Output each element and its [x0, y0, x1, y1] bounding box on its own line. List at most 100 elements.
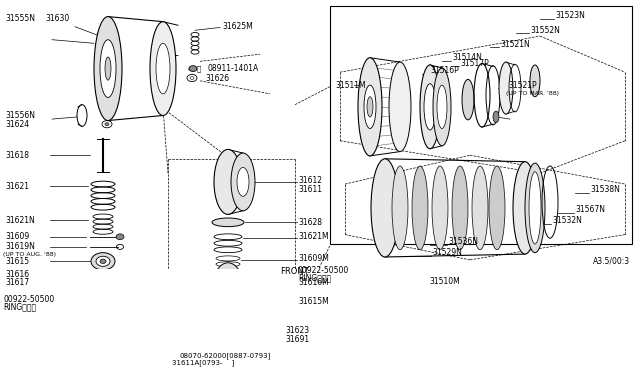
- Ellipse shape: [424, 84, 436, 130]
- Text: 31626: 31626: [205, 74, 229, 83]
- Ellipse shape: [371, 159, 399, 257]
- Text: 31624: 31624: [5, 120, 29, 129]
- Text: 31618: 31618: [5, 151, 29, 160]
- Ellipse shape: [105, 57, 111, 80]
- Text: 31625M: 31625M: [222, 22, 253, 31]
- Ellipse shape: [214, 263, 242, 303]
- Text: 31555N: 31555N: [5, 13, 35, 23]
- Ellipse shape: [150, 22, 176, 115]
- Text: 31609: 31609: [5, 232, 29, 241]
- Text: 31567N: 31567N: [575, 205, 605, 214]
- Text: 31611A[0793-    ]: 31611A[0793- ]: [172, 359, 234, 366]
- Text: 31521N: 31521N: [500, 40, 530, 49]
- Text: 31536N: 31536N: [448, 237, 478, 246]
- Ellipse shape: [489, 166, 505, 250]
- Ellipse shape: [212, 218, 244, 227]
- Ellipse shape: [432, 166, 448, 250]
- Ellipse shape: [437, 85, 447, 128]
- Text: (UP TO AUG. '88): (UP TO AUG. '88): [3, 251, 56, 257]
- Text: 31616M: 31616M: [298, 279, 329, 288]
- Text: 08070-62000[0887-0793]: 08070-62000[0887-0793]: [179, 352, 270, 359]
- Ellipse shape: [499, 62, 513, 114]
- Text: 00922-50500: 00922-50500: [3, 295, 54, 304]
- Ellipse shape: [105, 123, 109, 126]
- Text: 31516P: 31516P: [430, 66, 459, 75]
- Text: 31621N: 31621N: [5, 216, 35, 225]
- Text: 31623: 31623: [285, 326, 309, 335]
- Ellipse shape: [389, 62, 411, 151]
- Ellipse shape: [206, 296, 250, 368]
- Text: 31619N: 31619N: [5, 243, 35, 251]
- Text: 31517P: 31517P: [460, 59, 489, 68]
- Ellipse shape: [156, 43, 170, 94]
- Ellipse shape: [412, 166, 428, 250]
- Ellipse shape: [215, 285, 241, 319]
- Bar: [330, 6, 632, 244]
- Text: 31538N: 31538N: [590, 185, 620, 193]
- Text: 31612: 31612: [298, 176, 322, 185]
- Text: 31621M: 31621M: [298, 232, 328, 241]
- Ellipse shape: [96, 256, 110, 266]
- Ellipse shape: [392, 166, 408, 250]
- Text: 31523N: 31523N: [555, 12, 585, 20]
- Ellipse shape: [236, 305, 248, 314]
- Text: 31611: 31611: [298, 185, 322, 193]
- Text: 31552N: 31552N: [530, 26, 560, 35]
- Text: Ⓝ: Ⓝ: [197, 65, 201, 72]
- Text: 31514N: 31514N: [452, 53, 482, 62]
- Ellipse shape: [529, 172, 541, 244]
- Text: (UP TO MAR. '88): (UP TO MAR. '88): [506, 92, 559, 96]
- Text: 08911-1401A: 08911-1401A: [207, 64, 259, 73]
- Text: 31511M: 31511M: [335, 81, 365, 90]
- Text: 31630: 31630: [45, 13, 69, 23]
- Ellipse shape: [94, 17, 122, 121]
- Text: 31529N: 31529N: [432, 248, 462, 257]
- Ellipse shape: [367, 97, 373, 117]
- Text: 31556N: 31556N: [5, 111, 35, 120]
- Text: 31691: 31691: [285, 335, 309, 344]
- Text: 31510M: 31510M: [429, 277, 460, 286]
- Ellipse shape: [207, 350, 220, 360]
- Text: 31616: 31616: [5, 270, 29, 279]
- Ellipse shape: [214, 307, 242, 357]
- Text: 31617: 31617: [5, 279, 29, 288]
- Text: 31621: 31621: [5, 182, 29, 191]
- Ellipse shape: [207, 305, 220, 314]
- Ellipse shape: [513, 162, 537, 254]
- Text: 31615: 31615: [5, 257, 29, 266]
- Ellipse shape: [364, 85, 376, 128]
- Ellipse shape: [530, 65, 540, 97]
- Text: 31521P: 31521P: [508, 81, 536, 90]
- Text: 31532N: 31532N: [552, 216, 582, 225]
- Ellipse shape: [525, 163, 545, 253]
- Ellipse shape: [189, 66, 197, 71]
- Ellipse shape: [91, 253, 115, 270]
- Ellipse shape: [472, 166, 488, 250]
- Text: FRONT: FRONT: [280, 267, 308, 276]
- Ellipse shape: [222, 321, 234, 343]
- Ellipse shape: [99, 273, 107, 276]
- Ellipse shape: [237, 167, 249, 196]
- Ellipse shape: [221, 292, 235, 312]
- Ellipse shape: [452, 166, 468, 250]
- Ellipse shape: [420, 65, 440, 149]
- Text: A3.5/00:3: A3.5/00:3: [593, 257, 630, 266]
- Text: 31609M: 31609M: [298, 254, 329, 263]
- Text: RINGリング: RINGリング: [3, 302, 36, 311]
- Ellipse shape: [116, 234, 124, 240]
- Ellipse shape: [433, 68, 451, 146]
- Ellipse shape: [493, 111, 499, 123]
- Ellipse shape: [100, 40, 116, 97]
- Ellipse shape: [214, 150, 242, 214]
- Ellipse shape: [236, 350, 248, 360]
- Text: RINGリング: RINGリング: [298, 273, 331, 282]
- Text: 31628: 31628: [298, 218, 322, 227]
- Ellipse shape: [100, 259, 106, 263]
- Ellipse shape: [220, 272, 236, 295]
- Text: 31615M: 31615M: [298, 297, 329, 306]
- Ellipse shape: [94, 272, 112, 277]
- Ellipse shape: [358, 58, 382, 156]
- Ellipse shape: [231, 153, 255, 211]
- Ellipse shape: [462, 79, 474, 120]
- Text: 00922-50500: 00922-50500: [298, 266, 349, 275]
